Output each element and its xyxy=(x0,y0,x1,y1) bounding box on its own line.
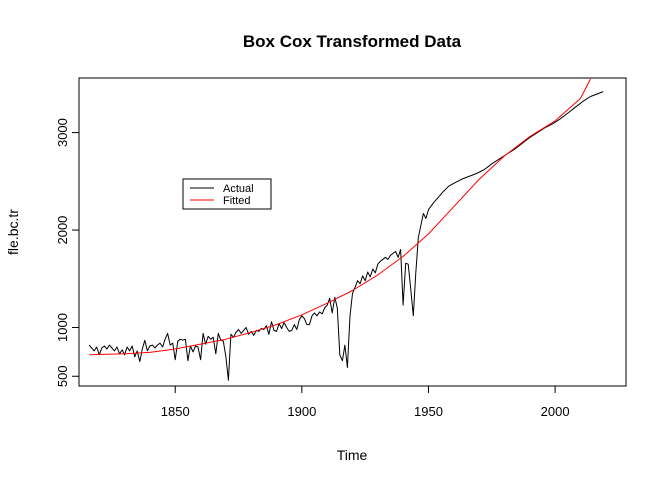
x-tick-label: 1950 xyxy=(414,404,443,419)
y-tick-label: 1000 xyxy=(55,313,70,342)
y-tick-label: 3000 xyxy=(55,118,70,147)
y-tick-label: 2000 xyxy=(55,216,70,245)
x-tick-label: 2000 xyxy=(541,404,570,419)
y-axis-label: fle.bc.tr xyxy=(5,209,21,255)
x-axis: 1850 1900 1950 2000 xyxy=(161,385,570,419)
series-line-actual xyxy=(88,91,604,381)
x-tick-label: 1850 xyxy=(161,404,190,419)
legend: Actual Fitted xyxy=(182,178,272,210)
legend-label-actual: Actual xyxy=(223,183,254,195)
x-tick-label: 1900 xyxy=(287,404,316,419)
legend-box xyxy=(182,178,272,210)
series-lines xyxy=(88,78,604,381)
y-axis: 500 1000 2000 3000 xyxy=(55,118,80,387)
y-tick-label: 500 xyxy=(55,365,70,387)
x-axis-label: Time xyxy=(337,447,368,463)
series-line-fitted xyxy=(89,78,591,356)
plot-frame xyxy=(78,77,627,387)
chart-title: Box Cox Transformed Data xyxy=(243,32,462,51)
legend-label-fitted: Fitted xyxy=(223,195,251,207)
